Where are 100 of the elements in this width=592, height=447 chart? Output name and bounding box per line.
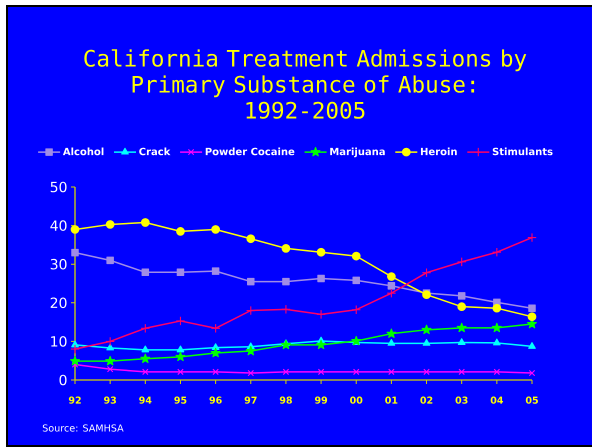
point: [140, 324, 150, 334]
point: [106, 366, 114, 372]
point: [70, 225, 80, 234]
point: [456, 257, 466, 267]
y-tick-label: 0: [59, 374, 67, 386]
x-tick-label: 97: [244, 396, 257, 404]
source-note: Source: SAMHSA: [42, 424, 124, 432]
x-tick-label: 01: [385, 396, 398, 404]
point: [457, 302, 466, 312]
point: [210, 324, 220, 334]
chart-title: California Treatment Admissions by Primary Substance of Abuse: 1992-2005: [84, 49, 526, 119]
point: [106, 256, 114, 264]
point: [106, 220, 115, 229]
point: [528, 370, 536, 376]
y-tick-label: 30: [50, 258, 67, 270]
point: [492, 322, 502, 332]
point: [72, 361, 78, 368]
y-tick-label: 50: [50, 182, 67, 192]
legend-label: Crack: [139, 148, 171, 156]
point: [494, 368, 500, 376]
point: [140, 218, 150, 227]
x-tick-label: 92: [68, 396, 81, 404]
legend-label: Stimulants: [492, 148, 553, 156]
x-tick-label: 02: [420, 396, 432, 404]
point: [176, 268, 184, 276]
point: [71, 248, 79, 256]
point: [176, 346, 184, 352]
point: [281, 304, 291, 314]
point: [528, 304, 536, 312]
point: [177, 368, 184, 376]
x-tick-label: 04: [490, 396, 504, 404]
point: [282, 278, 290, 286]
point: [246, 234, 256, 244]
point: [386, 288, 396, 298]
point: [422, 290, 431, 300]
point: [176, 316, 186, 326]
point: [212, 368, 219, 376]
point: [282, 368, 290, 376]
point: [141, 346, 150, 352]
point: [458, 292, 466, 300]
point: [458, 338, 466, 345]
legend-label: Marijuana: [330, 148, 385, 158]
point: [527, 232, 537, 242]
point: [388, 368, 395, 376]
point: [142, 368, 149, 376]
point: [318, 368, 324, 376]
point: [352, 252, 361, 260]
y-tick-label: 20: [50, 297, 67, 308]
point: [281, 340, 291, 350]
y-tick-label: 40: [50, 220, 67, 231]
x-tick-label: 93: [104, 396, 116, 404]
point: [247, 278, 255, 286]
point: [176, 227, 185, 236]
point: [176, 352, 186, 362]
point: [105, 356, 116, 366]
point: [140, 354, 150, 364]
legend-label: Powder Cocaine: [206, 148, 294, 156]
point: [388, 282, 396, 290]
x-tick-label: 05: [526, 396, 538, 404]
x-tick-label: 96: [209, 396, 222, 404]
point: [316, 310, 326, 320]
point: [352, 276, 360, 284]
point: [492, 304, 502, 313]
point: [106, 344, 114, 350]
point: [528, 342, 536, 349]
point: [492, 247, 502, 257]
point: [212, 267, 220, 275]
y-tick-label: 10: [51, 336, 67, 347]
point: [70, 344, 80, 354]
point: [422, 324, 432, 334]
x-tick-label: 00: [350, 396, 362, 404]
point: [422, 268, 432, 278]
point: [351, 336, 362, 346]
point: [351, 304, 361, 314]
point: [493, 338, 501, 346]
point: [70, 356, 80, 366]
point: [423, 368, 430, 376]
point: [246, 306, 256, 316]
point: [386, 328, 396, 338]
point: [105, 336, 115, 346]
point: [211, 225, 220, 234]
legend-label: Alcohol: [62, 148, 104, 156]
point: [246, 346, 256, 356]
point: [142, 268, 150, 276]
point: [422, 338, 430, 346]
point: [248, 370, 254, 376]
point: [316, 248, 326, 257]
x-tick-label: 03: [456, 396, 468, 404]
x-tick-label: 98: [280, 396, 292, 404]
point: [387, 272, 396, 281]
x-tick-label: 94: [139, 396, 152, 404]
legend-label: Heroin: [420, 148, 457, 156]
point: [316, 340, 326, 350]
point: [388, 338, 396, 346]
point: [317, 274, 325, 282]
point: [282, 244, 290, 253]
point: [210, 348, 221, 358]
point: [528, 312, 536, 322]
x-tick-label: 95: [174, 396, 186, 404]
point: [71, 340, 79, 348]
